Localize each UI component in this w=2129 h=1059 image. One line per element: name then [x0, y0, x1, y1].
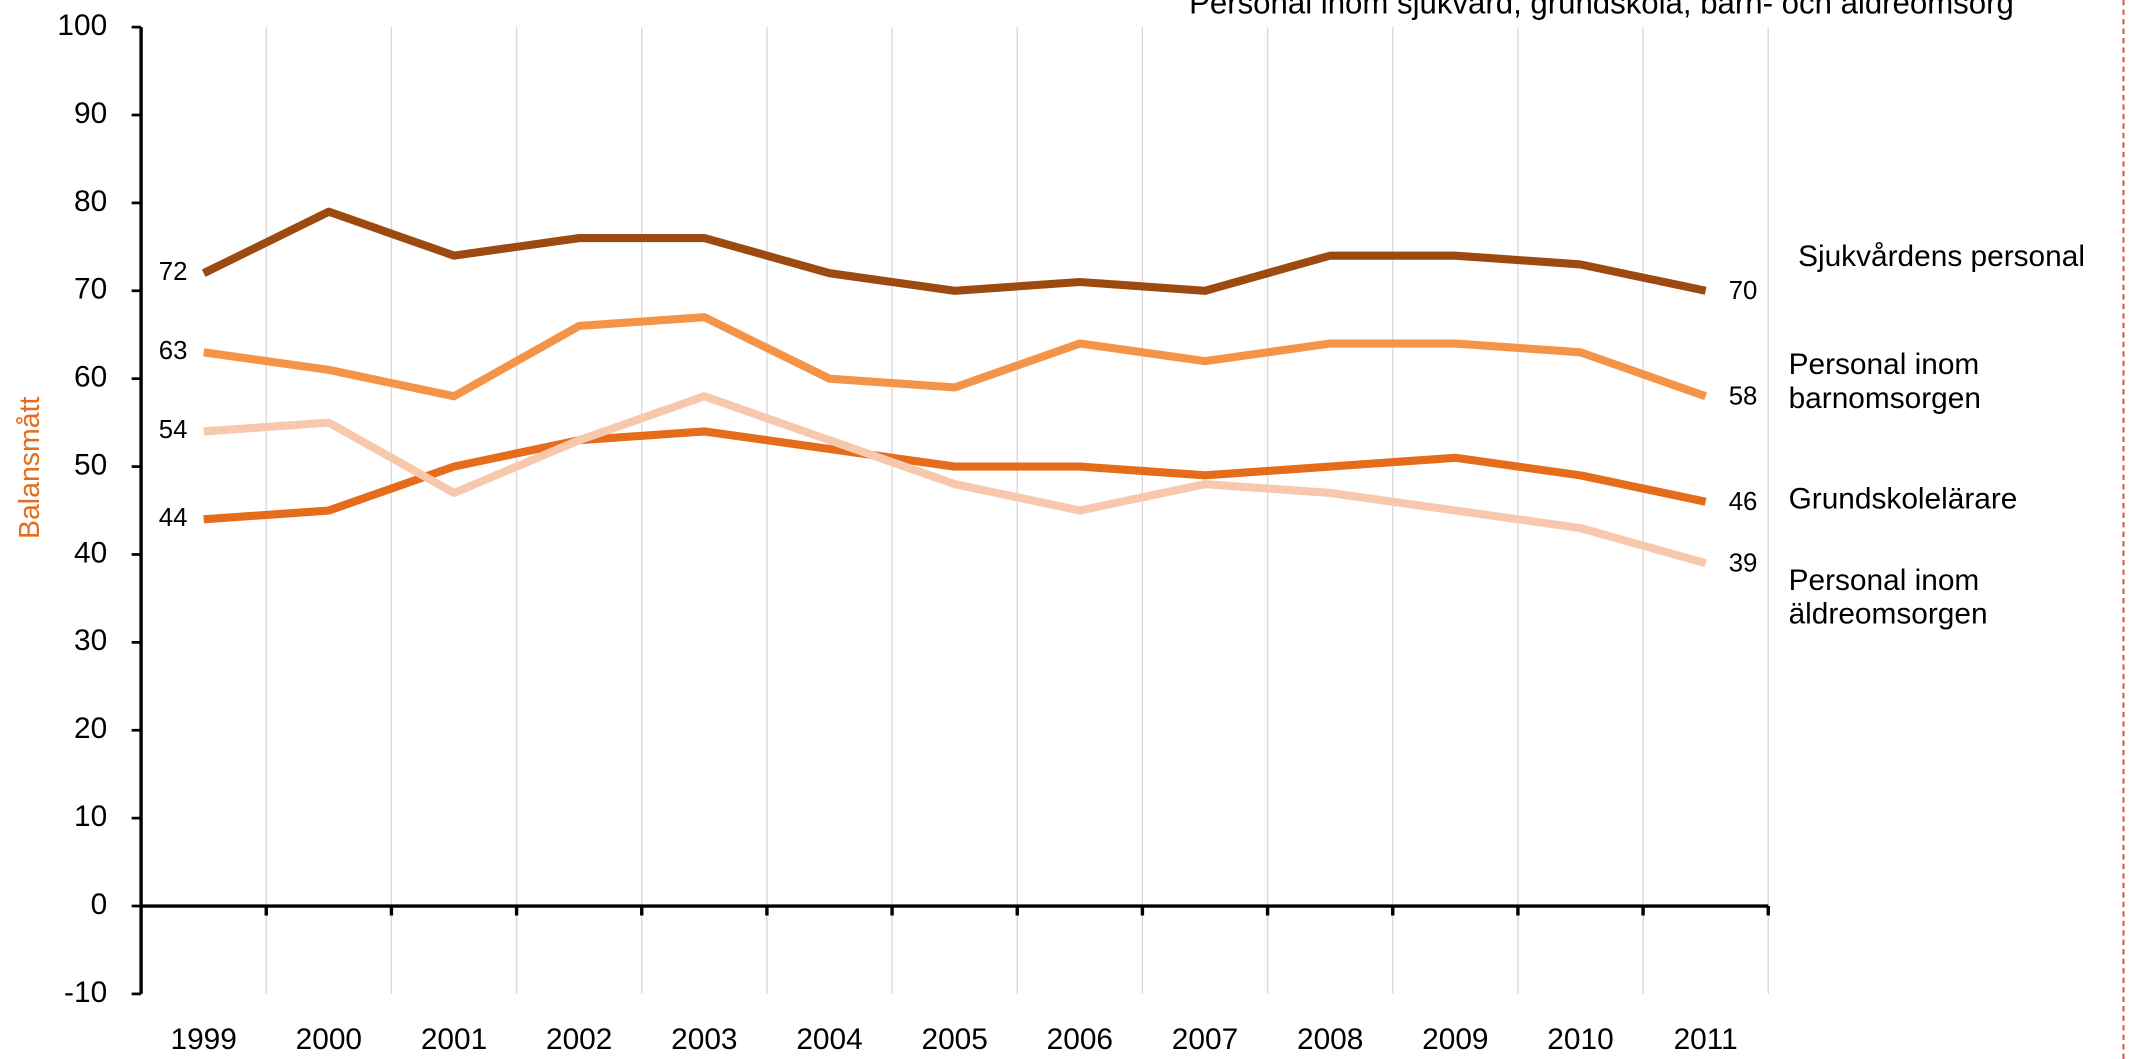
y-axis-label: Balansmått: [14, 397, 46, 540]
x-tick-label: 2006: [1047, 1023, 1113, 1056]
chart-title: Personal inom sjukvård, grundskola, barn…: [1189, 0, 2014, 21]
y-tick-label: 50: [74, 448, 107, 481]
series-line: [203, 392, 1707, 568]
x-tick-label: 2008: [1297, 1023, 1363, 1056]
y-tick-label: 20: [74, 712, 107, 745]
series-line: [203, 427, 1707, 524]
y-tick-label: 0: [91, 888, 108, 921]
legend-item: Sjukvårdens personal: [1798, 238, 2085, 273]
series-line: [201, 207, 1707, 295]
x-tick-label: 2004: [796, 1023, 862, 1056]
legend-label: Sjukvårdens personal: [1798, 238, 2085, 273]
legend-label: Personal inom barnomsorgen: [1788, 347, 1981, 415]
data-label: 46: [1729, 488, 1758, 516]
y-tick-label: 80: [74, 185, 107, 218]
y-tick-label: 40: [74, 536, 107, 569]
x-tick-label: 2010: [1547, 1023, 1613, 1056]
y-tick-label: 10: [74, 800, 107, 833]
data-label: 39: [1729, 549, 1758, 577]
x-tick-label: 2009: [1422, 1023, 1488, 1056]
x-tick-label: 2001: [421, 1023, 487, 1056]
y-tick-label: -10: [64, 976, 107, 1009]
y-tick-label: 90: [74, 97, 107, 130]
x-tick-label: 2000: [296, 1023, 362, 1056]
legend-label: Personal inom äldreomsorgen: [1788, 562, 1988, 631]
x-tick-label: 2005: [921, 1023, 987, 1056]
x-tick-label: 1999: [170, 1023, 236, 1056]
x-tick-label: 2003: [671, 1023, 737, 1056]
data-label: 63: [159, 337, 188, 365]
data-label: 58: [1729, 382, 1758, 410]
series-line: [203, 313, 1708, 401]
legend-item: Personal inom barnomsorgen: [1788, 347, 1981, 415]
x-tick-label: 2011: [1674, 1023, 1738, 1056]
y-tick-label: 60: [74, 361, 107, 394]
x-tick-label: 2007: [1172, 1023, 1238, 1056]
legend-label: Grundskolelärare: [1788, 481, 2018, 516]
y-tick-label: 100: [57, 9, 107, 42]
y-tick-label: 70: [74, 273, 107, 306]
data-label: 72: [159, 258, 188, 286]
legend-item: Grundskolelärare: [1788, 481, 2018, 516]
data-label: 70: [1729, 277, 1758, 305]
data-label: 54: [159, 416, 188, 444]
legend-item: Personal inom äldreomsorgen: [1788, 562, 1988, 631]
y-tick-label: 30: [74, 624, 107, 657]
x-tick-label: 2002: [546, 1023, 612, 1056]
data-label: 44: [159, 504, 188, 532]
